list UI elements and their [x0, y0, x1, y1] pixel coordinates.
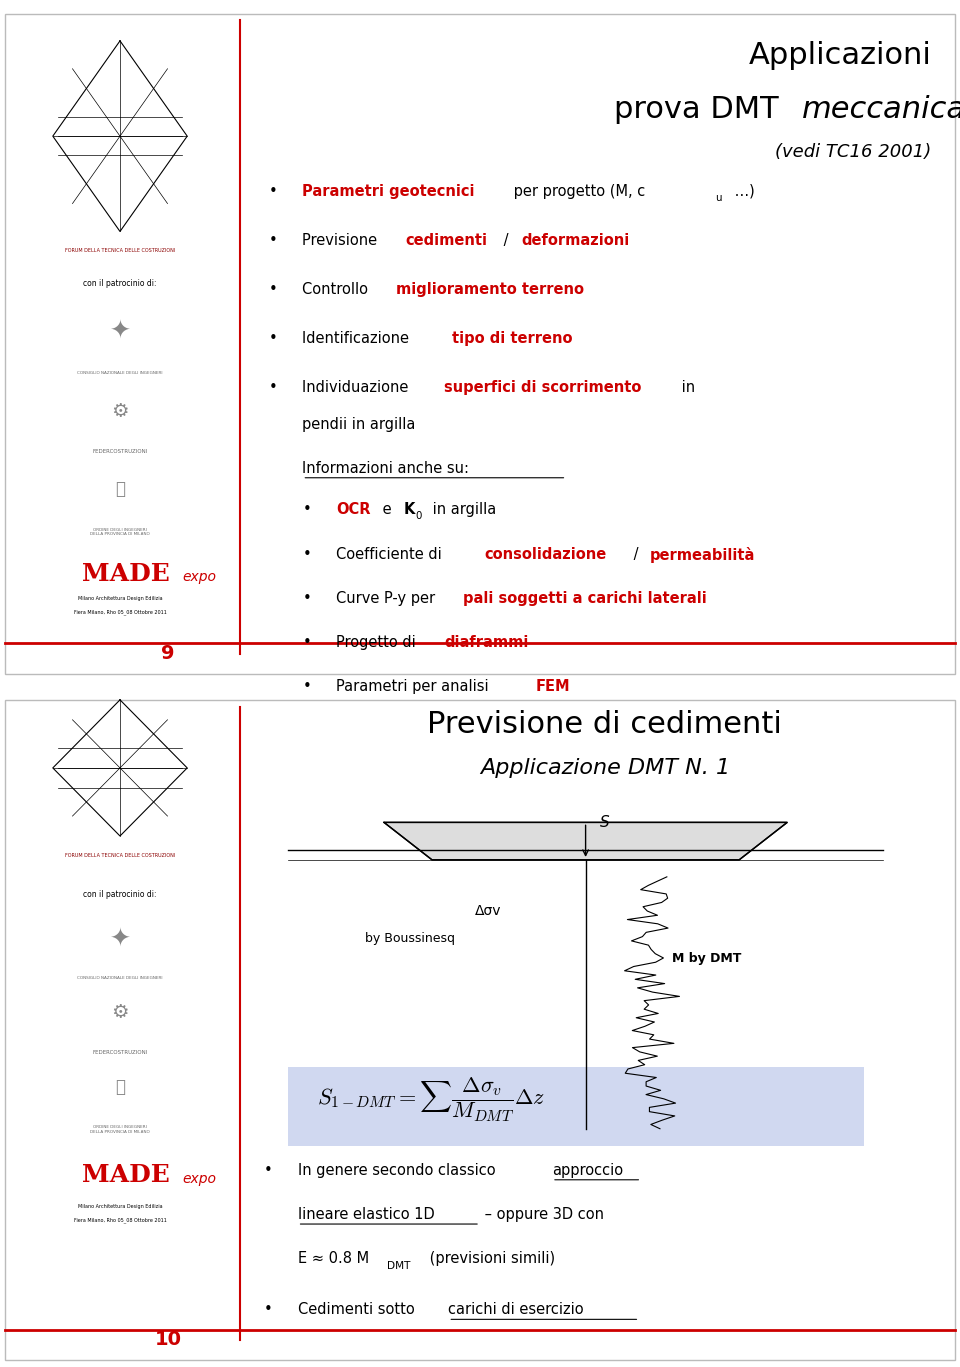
Text: FEM: FEM: [536, 679, 570, 694]
Text: lineare elastico 1D: lineare elastico 1D: [298, 1207, 434, 1222]
Text: FEDERCOSTRUZIONI: FEDERCOSTRUZIONI: [92, 1050, 148, 1055]
Text: S: S: [600, 815, 610, 830]
Text: permeabilità: permeabilità: [650, 547, 756, 563]
Text: K: K: [403, 503, 415, 517]
Text: CONSIGLIO NAZIONALE DEGLI INGEGNERI: CONSIGLIO NAZIONALE DEGLI INGEGNERI: [77, 370, 163, 375]
Text: in argilla: in argilla: [428, 503, 496, 517]
Text: Applicazione DMT N. 1: Applicazione DMT N. 1: [480, 757, 730, 778]
Polygon shape: [384, 823, 787, 860]
Text: •: •: [269, 282, 277, 297]
Text: Fiera Milano, Rho 05_08 Ottobre 2011: Fiera Milano, Rho 05_08 Ottobre 2011: [74, 1217, 166, 1223]
Text: pali soggetti a carichi laterali: pali soggetti a carichi laterali: [463, 591, 707, 606]
Text: •: •: [302, 679, 311, 694]
Text: •: •: [269, 183, 277, 198]
Text: •: •: [302, 636, 311, 651]
Text: ✦: ✦: [109, 320, 131, 344]
Text: •: •: [269, 232, 277, 247]
Text: …): …): [730, 183, 755, 198]
Text: Informazioni anche su:: Informazioni anche su:: [302, 461, 469, 476]
Text: ⚙: ⚙: [111, 1003, 129, 1021]
Text: E ≈ 0.8 M: E ≈ 0.8 M: [298, 1251, 369, 1266]
Text: Parametri geotecnici: Parametri geotecnici: [302, 183, 475, 198]
Text: Liquefazione: Liquefazione: [336, 723, 442, 738]
Text: meccanica: meccanica: [802, 96, 960, 124]
Text: Applicazioni: Applicazioni: [749, 41, 931, 70]
Text: 📚: 📚: [115, 1077, 125, 1096]
Text: •: •: [302, 723, 311, 738]
Text: in: in: [677, 380, 695, 395]
Text: Progetto di: Progetto di: [336, 636, 420, 651]
Text: •: •: [269, 380, 277, 395]
Text: Identificazione: Identificazione: [302, 331, 414, 346]
Text: Curve P-y per: Curve P-y per: [336, 591, 440, 606]
Text: ⚙: ⚙: [111, 402, 129, 421]
Text: superfici di scorrimento: superfici di scorrimento: [444, 380, 641, 395]
Text: con il patrocinio di:: con il patrocinio di:: [84, 890, 156, 899]
Text: Δσv: Δσv: [475, 904, 502, 917]
Text: Parametri per analisi: Parametri per analisi: [336, 679, 493, 694]
Text: Fiera Milano, Rho 05_08 Ottobre 2011: Fiera Milano, Rho 05_08 Ottobre 2011: [74, 610, 166, 615]
Text: con il patrocinio di:: con il patrocinio di:: [84, 279, 156, 288]
Text: Previsione: Previsione: [302, 232, 382, 247]
Text: /: /: [629, 547, 643, 562]
Text: 9: 9: [161, 644, 175, 663]
Text: Milano Architettura Design Edilizia: Milano Architettura Design Edilizia: [78, 596, 162, 600]
Text: 0: 0: [416, 511, 422, 521]
Text: •: •: [264, 1163, 273, 1178]
Text: FEDERCOSTRUZIONI: FEDERCOSTRUZIONI: [92, 450, 148, 454]
Text: Cedimenti sotto: Cedimenti sotto: [298, 1303, 419, 1318]
Text: Milano Architettura Design Edilizia: Milano Architettura Design Edilizia: [78, 1203, 162, 1208]
FancyBboxPatch shape: [5, 700, 955, 1360]
Text: In genere secondo classico: In genere secondo classico: [298, 1163, 500, 1178]
Text: carichi di esercizio: carichi di esercizio: [448, 1303, 584, 1318]
Text: prova DMT: prova DMT: [614, 96, 789, 124]
Text: expo: expo: [182, 1172, 216, 1185]
Text: (vedi TC16 2001): (vedi TC16 2001): [775, 144, 931, 161]
Text: e: e: [378, 503, 396, 517]
Text: MADE: MADE: [82, 1163, 169, 1187]
Text: Previsione di cedimenti: Previsione di cedimenti: [427, 709, 782, 740]
Text: /: /: [499, 232, 514, 247]
Text: FORUM DELLA TECNICA DELLE COSTRUZIONI: FORUM DELLA TECNICA DELLE COSTRUZIONI: [65, 249, 175, 253]
Text: pendii in argilla: pendii in argilla: [302, 417, 416, 432]
Text: ORDINE DEGLI INGEGNERI
DELLA PROVINCIA DI MILANO: ORDINE DEGLI INGEGNERI DELLA PROVINCIA D…: [90, 528, 150, 536]
Text: …: …: [461, 723, 480, 738]
Text: tipo di terreno: tipo di terreno: [452, 331, 573, 346]
Text: (previsioni simili): (previsioni simili): [425, 1251, 556, 1266]
FancyBboxPatch shape: [5, 14, 955, 674]
Text: ORDINE DEGLI INGEGNERI
DELLA PROVINCIA DI MILANO: ORDINE DEGLI INGEGNERI DELLA PROVINCIA D…: [90, 1125, 150, 1135]
Text: •: •: [302, 547, 311, 562]
FancyBboxPatch shape: [288, 1068, 864, 1146]
Text: by Boussinesq: by Boussinesq: [365, 932, 455, 945]
Text: FORUM DELLA TECNICA DELLE COSTRUZIONI: FORUM DELLA TECNICA DELLE COSTRUZIONI: [65, 853, 175, 858]
Text: miglioramento terreno: miglioramento terreno: [396, 282, 585, 297]
Text: Controllo: Controllo: [302, 282, 373, 297]
Text: ✦: ✦: [109, 928, 131, 951]
Text: $S_{1-DMT} = \sum \dfrac{\Delta\sigma_v}{M_{DMT}} \Delta z$: $S_{1-DMT} = \sum \dfrac{\Delta\sigma_v}…: [317, 1076, 545, 1124]
Text: deformazioni: deformazioni: [521, 232, 630, 247]
Text: – oppure 3D con: – oppure 3D con: [480, 1207, 604, 1222]
Text: DMT: DMT: [387, 1262, 410, 1271]
Text: cedimenti: cedimenti: [405, 232, 487, 247]
Text: Coefficiente di: Coefficiente di: [336, 547, 446, 562]
Text: per progetto (M, c: per progetto (M, c: [509, 183, 645, 198]
Text: u: u: [715, 193, 722, 202]
Text: Individuazione: Individuazione: [302, 380, 414, 395]
Text: MADE: MADE: [82, 562, 169, 585]
Text: expo: expo: [182, 570, 216, 585]
Text: approccio: approccio: [552, 1163, 623, 1178]
Text: diaframmi: diaframmi: [444, 636, 529, 651]
Text: OCR: OCR: [336, 503, 371, 517]
Text: CONSIGLIO NAZIONALE DEGLI INGEGNERI: CONSIGLIO NAZIONALE DEGLI INGEGNERI: [77, 976, 163, 980]
Text: •: •: [264, 1303, 273, 1318]
Text: consolidazione: consolidazione: [485, 547, 607, 562]
Text: M by DMT: M by DMT: [672, 951, 741, 965]
Text: •: •: [269, 331, 277, 346]
Text: 10: 10: [155, 1330, 181, 1349]
Text: •: •: [302, 503, 311, 517]
Text: 📚: 📚: [115, 480, 125, 498]
Text: •: •: [302, 591, 311, 606]
